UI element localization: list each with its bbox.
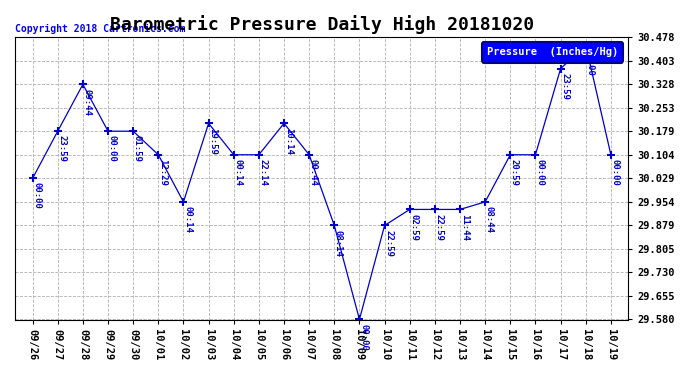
Text: 08:00: 08:00 <box>585 49 594 76</box>
Text: 20:59: 20:59 <box>510 159 519 186</box>
Text: 22:59: 22:59 <box>435 214 444 240</box>
Text: 08:44: 08:44 <box>485 206 494 233</box>
Text: 00:00: 00:00 <box>32 183 41 209</box>
Text: 22:14: 22:14 <box>259 159 268 186</box>
Text: 00:00: 00:00 <box>108 135 117 162</box>
Text: 00:14: 00:14 <box>233 159 242 186</box>
Text: 00:14: 00:14 <box>183 206 192 233</box>
Text: 23:59: 23:59 <box>57 135 66 162</box>
Text: 00:00: 00:00 <box>359 324 368 351</box>
Text: 12:29: 12:29 <box>158 159 167 186</box>
Text: Copyright 2018 Cartronics.com: Copyright 2018 Cartronics.com <box>15 24 186 34</box>
Text: 19:59: 19:59 <box>208 128 217 154</box>
Text: 10:14: 10:14 <box>284 128 293 154</box>
Text: 02:59: 02:59 <box>409 214 418 240</box>
Text: 00:00: 00:00 <box>611 159 620 186</box>
Title: Barometric Pressure Daily High 20181020: Barometric Pressure Daily High 20181020 <box>110 15 534 34</box>
Text: 23:59: 23:59 <box>560 73 569 100</box>
Text: 00:44: 00:44 <box>309 159 318 186</box>
Text: 01:59: 01:59 <box>133 135 142 162</box>
Text: 08:14: 08:14 <box>334 230 343 256</box>
Legend: Pressure  (Inches/Hg): Pressure (Inches/Hg) <box>482 42 623 63</box>
Text: 00:00: 00:00 <box>535 159 544 186</box>
Text: 09:44: 09:44 <box>83 88 92 116</box>
Text: 22:59: 22:59 <box>384 230 393 256</box>
Text: 11:44: 11:44 <box>460 214 469 240</box>
